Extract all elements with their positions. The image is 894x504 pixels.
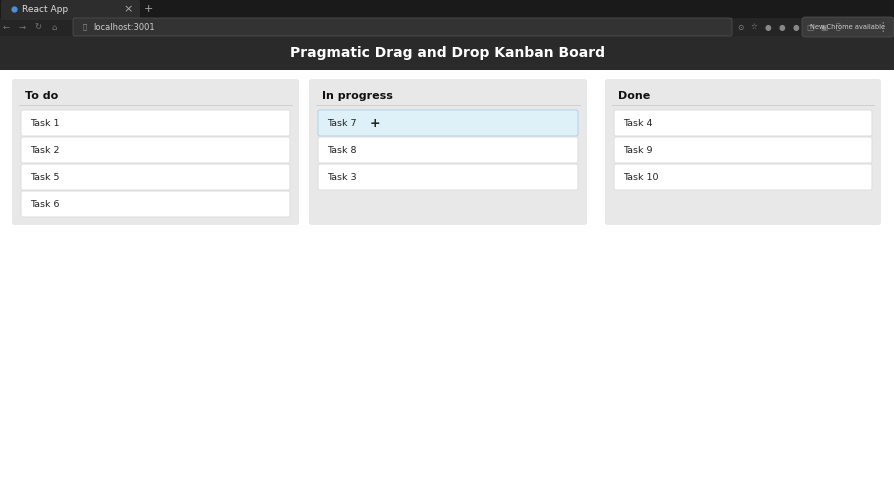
- FancyBboxPatch shape: [0, 18, 894, 36]
- Text: React App: React App: [22, 5, 68, 14]
- Text: Task 2: Task 2: [30, 146, 59, 155]
- Text: 👤: 👤: [835, 23, 839, 32]
- FancyBboxPatch shape: [801, 17, 893, 37]
- Text: Task 8: Task 8: [326, 146, 356, 155]
- FancyBboxPatch shape: [613, 137, 871, 163]
- Text: ←: ←: [3, 23, 10, 32]
- Text: Task 10: Task 10: [622, 172, 658, 181]
- Text: →: →: [19, 23, 25, 32]
- Text: Done: Done: [618, 91, 650, 101]
- Text: □: □: [805, 23, 813, 32]
- FancyBboxPatch shape: [21, 110, 290, 136]
- FancyBboxPatch shape: [12, 79, 299, 225]
- FancyBboxPatch shape: [21, 191, 290, 217]
- FancyBboxPatch shape: [317, 110, 578, 136]
- FancyBboxPatch shape: [308, 79, 586, 225]
- Text: To do: To do: [25, 91, 58, 101]
- FancyBboxPatch shape: [604, 79, 880, 225]
- Text: ●: ●: [778, 23, 784, 32]
- Text: ☆: ☆: [750, 23, 756, 32]
- Text: Task 7: Task 7: [326, 118, 356, 128]
- Text: ⌂: ⌂: [51, 23, 56, 32]
- Text: New Chrome available: New Chrome available: [810, 24, 884, 30]
- Text: +: +: [143, 4, 153, 14]
- Text: Task 5: Task 5: [30, 172, 59, 181]
- Text: ▣: ▣: [820, 23, 827, 32]
- Text: 🔒: 🔒: [83, 24, 87, 30]
- Text: ↻: ↻: [35, 23, 41, 32]
- FancyBboxPatch shape: [21, 164, 290, 190]
- FancyBboxPatch shape: [613, 164, 871, 190]
- Text: Task 9: Task 9: [622, 146, 652, 155]
- FancyBboxPatch shape: [0, 36, 894, 70]
- Text: ●: ●: [763, 23, 771, 32]
- FancyBboxPatch shape: [1, 0, 139, 20]
- Text: Task 3: Task 3: [326, 172, 356, 181]
- Text: ×: ×: [123, 4, 132, 14]
- Text: ⊙: ⊙: [736, 23, 742, 32]
- FancyBboxPatch shape: [317, 164, 578, 190]
- Text: Task 6: Task 6: [30, 200, 59, 209]
- FancyBboxPatch shape: [0, 70, 894, 504]
- Text: Task 1: Task 1: [30, 118, 59, 128]
- Text: In progress: In progress: [322, 91, 392, 101]
- Text: +: +: [369, 116, 380, 130]
- FancyBboxPatch shape: [317, 137, 578, 163]
- Text: ⋮: ⋮: [876, 21, 889, 33]
- FancyBboxPatch shape: [613, 110, 871, 136]
- FancyBboxPatch shape: [0, 0, 894, 18]
- Text: Pragmatic Drag and Drop Kanban Board: Pragmatic Drag and Drop Kanban Board: [290, 46, 604, 60]
- Text: ●: ●: [792, 23, 798, 32]
- FancyBboxPatch shape: [73, 18, 731, 36]
- Text: Task 4: Task 4: [622, 118, 652, 128]
- Text: localhost:3001: localhost:3001: [93, 23, 155, 32]
- FancyBboxPatch shape: [21, 137, 290, 163]
